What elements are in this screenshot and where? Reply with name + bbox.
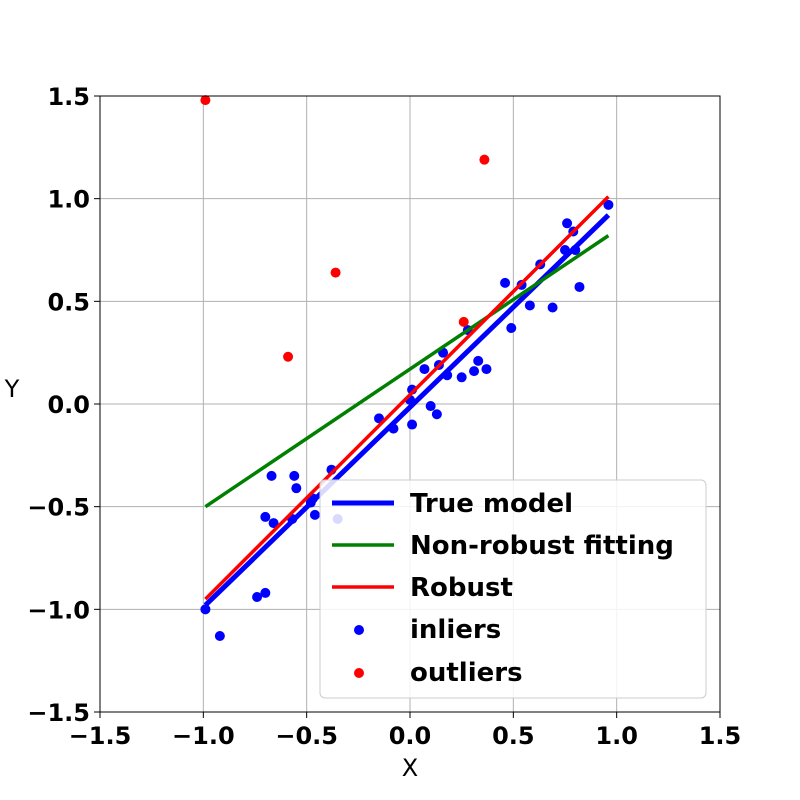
inlier-point	[260, 587, 271, 598]
legend-label-true-model: True model	[410, 489, 573, 519]
inlier-point	[547, 302, 558, 313]
inlier-point	[252, 592, 263, 603]
robust-fit-line	[204, 195, 610, 601]
legend-label-outliers: outliers	[410, 658, 523, 688]
outlier-point	[283, 351, 294, 362]
x-tick-label: 0.5	[492, 722, 535, 750]
legend: True model Non-robust fitting Robust inl…	[319, 479, 707, 699]
y-tick-label: 1.0	[47, 186, 90, 214]
y-tick-label: 0.5	[47, 288, 90, 316]
legend-label-robust: Robust	[410, 573, 513, 603]
inlier-point	[469, 366, 480, 377]
outlier-point	[458, 316, 469, 327]
inlier-point	[289, 470, 300, 481]
x-tick-label: −0.5	[275, 722, 338, 750]
inlier-point	[425, 401, 436, 412]
y-axis-label: Y	[4, 375, 20, 403]
y-tick-label: 1.5	[47, 83, 90, 111]
x-tick-label: 1.5	[699, 722, 742, 750]
inlier-point	[603, 199, 614, 210]
outlier-point	[330, 267, 341, 278]
y-tick-label: −1.5	[27, 699, 90, 727]
x-tick-label: 0.0	[389, 722, 432, 750]
inlier-point	[431, 409, 442, 420]
y-tick-label: −0.5	[27, 494, 90, 522]
legend-box	[319, 479, 707, 699]
outlier-point	[479, 154, 490, 165]
x-axis-label: X	[402, 754, 418, 782]
y-tick-label: 0.0	[47, 391, 90, 419]
inlier-point	[500, 277, 511, 288]
inlier-point	[200, 604, 211, 615]
inlier-point	[456, 372, 467, 383]
inlier-point	[481, 364, 492, 375]
inlier-point	[562, 218, 573, 229]
legend-label-non-robust: Non-robust fitting	[410, 531, 674, 561]
legend-label-inliers: inliers	[410, 615, 501, 645]
non-robust-fit-line	[204, 234, 610, 509]
inlier-point	[260, 511, 271, 522]
legend-marker-outliers	[354, 668, 364, 678]
inlier-point	[574, 281, 585, 292]
inlier-point	[419, 364, 430, 375]
x-tick-label: 1.0	[595, 722, 638, 750]
inlier-point	[506, 323, 517, 334]
x-tick-label: −1.0	[172, 722, 235, 750]
y-axis-ticks: −1.5 −1.0 −0.5 0.0 0.5 1.0 1.5	[27, 83, 100, 727]
inlier-point	[214, 631, 225, 642]
legend-marker-inliers	[354, 625, 364, 635]
outlier-point	[200, 95, 211, 106]
inlier-point	[268, 518, 279, 529]
x-tick-label: −1.5	[69, 722, 132, 750]
inlier-point	[473, 355, 484, 366]
inlier-point	[524, 300, 535, 311]
inlier-point	[407, 419, 418, 430]
x-axis-ticks: −1.5 −1.0 −0.5 0.0 0.5 1.0 1.5	[69, 712, 742, 750]
inlier-point	[291, 483, 302, 494]
inlier-point	[309, 509, 320, 520]
inlier-point	[266, 470, 277, 481]
y-tick-label: −1.0	[27, 596, 90, 624]
